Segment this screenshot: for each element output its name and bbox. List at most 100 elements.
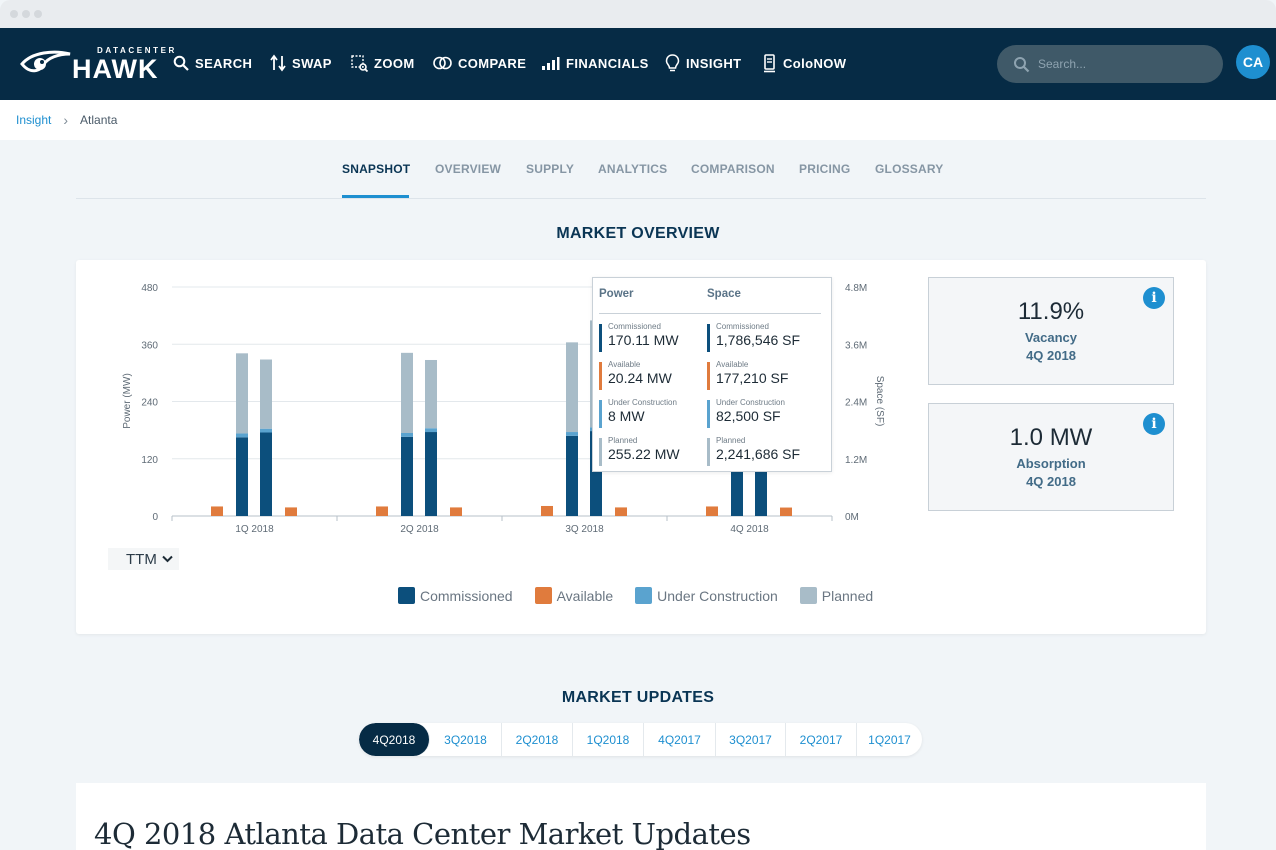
breadcrumb-insight-link[interactable]: Insight (16, 113, 52, 127)
absorption-period: 4Q 2018 (1026, 474, 1076, 489)
period-pill-3q2017[interactable]: 3Q2017 (716, 723, 786, 756)
window-dot (34, 10, 42, 18)
legend-under-construction[interactable]: Under Construction (635, 587, 778, 604)
legend-swatch (534, 587, 552, 604)
tooltip-power-commissioned: Commissioned 170.11 MW (599, 322, 679, 352)
tooltip-label: Available (608, 360, 641, 369)
tooltip-value: 255.22 MW (608, 446, 680, 462)
tab-supply[interactable]: SUPPLY (526, 162, 575, 176)
tooltip-label: Available (716, 360, 749, 369)
legend-available[interactable]: Available (534, 587, 614, 604)
tooltip-divider (599, 313, 821, 314)
legend-label: Available (556, 587, 614, 604)
tooltip-label: Planned (608, 436, 638, 445)
nav-search-label: SEARCH (195, 55, 253, 71)
chevron-right-icon: › (63, 112, 69, 128)
breadcrumb-current: Atlanta (80, 113, 118, 127)
nav-financials[interactable]: FINANCIALS (541, 52, 649, 74)
period-pill-2q2018[interactable]: 2Q2018 (502, 723, 573, 756)
tooltip-label: Under Construction (716, 398, 785, 407)
tab-overview[interactable]: OVERVIEW (435, 162, 502, 176)
tooltip-power-under-construction: Under Construction 8 MW (599, 398, 677, 428)
absorption-stat-card: 1.0 MW Absorption 4Q 2018 i (928, 403, 1174, 511)
legend-commissioned[interactable]: Commissioned (398, 587, 513, 604)
user-avatar[interactable]: CA (1236, 45, 1270, 79)
period-pill-4q2018[interactable]: 4Q2018 (359, 723, 430, 756)
legend-label: Planned (821, 587, 874, 604)
vacancy-period: 4Q 2018 (1026, 348, 1076, 363)
tooltip-space-planned: Planned 2,241,686 SF (707, 436, 800, 466)
nav-search[interactable]: SEARCH (173, 52, 252, 74)
zoom-icon (351, 54, 368, 72)
legend-label: Under Construction (657, 587, 778, 604)
info-icon[interactable]: i (1143, 413, 1165, 435)
tab-comparison[interactable]: COMPARISON (691, 162, 775, 176)
search-icon (173, 55, 189, 71)
tooltip-value: 170.11 MW (608, 332, 679, 348)
tooltip-label: Commissioned (716, 322, 769, 331)
tab-glossary[interactable]: GLOSSARY (875, 162, 944, 176)
tooltip-label: Commissioned (608, 322, 661, 331)
legend-label: Commissioned (420, 587, 513, 604)
eye-logo-icon (20, 50, 71, 73)
nav-colonow[interactable]: ColoNOW (762, 52, 846, 74)
nav-swap-label: SWAP (292, 55, 332, 71)
legend-swatch (398, 587, 415, 604)
tooltip-power-header: Power (599, 288, 634, 300)
market-updates-period-selector: 4Q2018 3Q2018 2Q2018 1Q2018 4Q2017 3Q201… (359, 723, 922, 756)
market-update-article: 4Q 2018 Atlanta Data Center Market Updat… (76, 783, 1206, 850)
lightbulb-icon (665, 53, 680, 71)
datacenterhawk-logo[interactable]: DATACENTER HAWK (20, 46, 174, 84)
legend-swatch (799, 587, 817, 604)
tooltip-space-under-construction: Under Construction 82,500 SF (707, 398, 785, 428)
logo-text-small: DATACENTER (97, 46, 177, 55)
tooltip-label: Planned (716, 436, 746, 445)
period-pill-2q2017[interactable]: 2Q2017 (786, 723, 857, 756)
window-dot (10, 10, 18, 18)
search-input[interactable] (1038, 57, 1208, 71)
search-icon (1014, 56, 1030, 72)
chart-legend: Commissioned Available Under Constructio… (398, 587, 895, 604)
absorption-value: 1.0 MW (1009, 424, 1093, 451)
tooltip-value: 1,786,546 SF (716, 332, 801, 348)
period-select-value: TTM (126, 550, 157, 568)
nav-compare-label: COMPARE (458, 55, 527, 71)
period-pill-4q2017[interactable]: 4Q2017 (644, 723, 716, 756)
server-icon (764, 53, 775, 72)
chevron-down-icon (162, 555, 173, 563)
compare-icon (433, 56, 452, 70)
global-search[interactable] (997, 45, 1223, 83)
tooltip-value: 8 MW (608, 408, 645, 424)
info-icon[interactable]: i (1143, 287, 1165, 309)
tab-snapshot[interactable]: SNAPSHOT (342, 162, 411, 176)
period-select[interactable]: TTM (108, 548, 179, 570)
market-overview-title: MARKET OVERVIEW (556, 225, 720, 242)
breadcrumb: Insight › Atlanta (0, 100, 1276, 140)
vacancy-label: Vacancy (1024, 330, 1078, 345)
legend-planned[interactable]: Planned (799, 587, 874, 604)
chart-tooltip: Power Space Commissioned 170.11 MW Availa… (592, 277, 832, 472)
tooltip-power-planned: Planned 255.22 MW (599, 436, 680, 466)
window-titlebar (0, 0, 1276, 28)
tooltip-power-available: Available 20.24 MW (599, 360, 672, 390)
period-pill-3q2018[interactable]: 3Q2018 (430, 723, 502, 756)
period-pill-1q2018[interactable]: 1Q2018 (573, 723, 644, 756)
tooltip-value: 20.24 MW (608, 370, 672, 386)
absorption-label: Absorption (1016, 456, 1086, 471)
window-dot (22, 10, 30, 18)
nav-insight[interactable]: INSIGHT (665, 52, 742, 74)
nav-zoom-label: ZOOM (374, 55, 415, 71)
market-updates-title: MARKET UPDATES (561, 689, 715, 706)
vacancy-value: 11.9% (1017, 298, 1085, 325)
period-pill-1q2017[interactable]: 1Q2017 (868, 732, 911, 747)
tooltip-value: 82,500 SF (716, 408, 781, 424)
swap-icon (270, 54, 286, 72)
tab-analytics[interactable]: ANALYTICS (598, 162, 668, 176)
nav-zoom[interactable]: ZOOM (351, 52, 415, 74)
financials-icon (542, 56, 560, 70)
tab-pricing[interactable]: PRICING (799, 162, 851, 176)
tooltip-space-available: Available 177,210 SF (707, 360, 788, 390)
nav-swap[interactable]: SWAP (270, 52, 332, 74)
article-title: 4Q 2018 Atlanta Data Center Market Updat… (94, 817, 751, 850)
nav-compare[interactable]: COMPARE (433, 52, 526, 74)
